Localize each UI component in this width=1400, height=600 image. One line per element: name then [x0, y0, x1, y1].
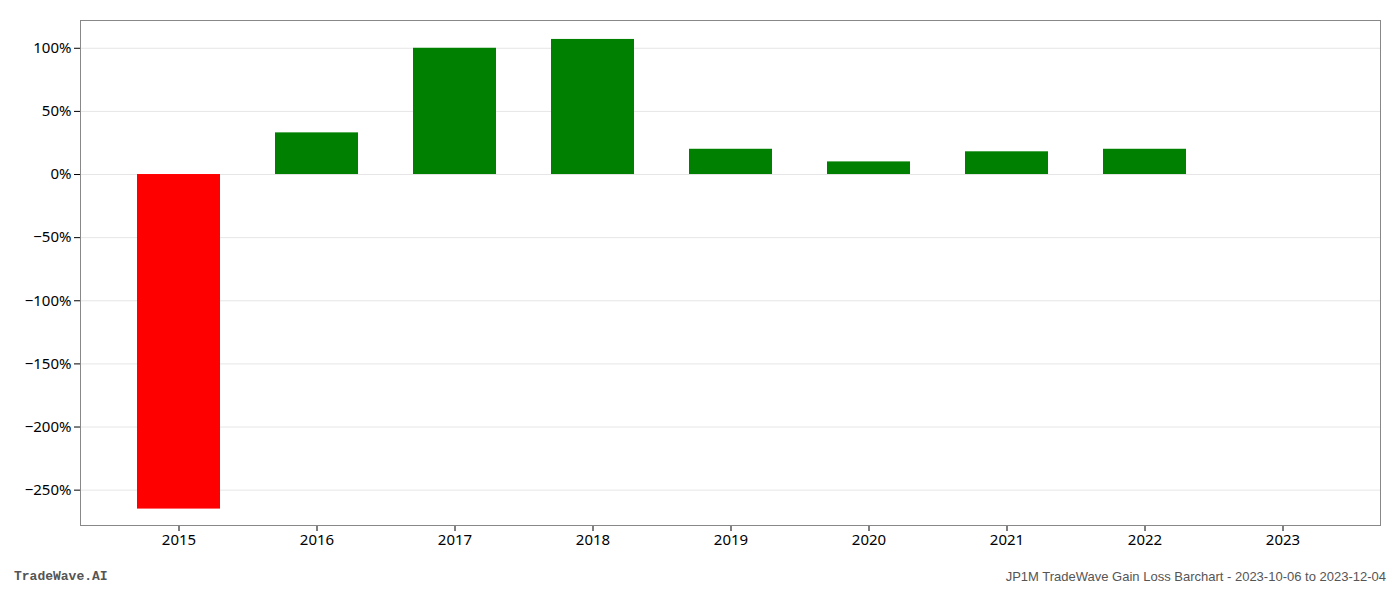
html-text:JP1M TradeWave Gain Loss Barch: JP1M TradeWave Gain Loss Barchart - 2023…	[1005, 569, 1386, 584]
svg-text:2020: 2020	[852, 529, 886, 549]
svg-text:2023: 2023	[1266, 529, 1300, 549]
svg-text:50%: 50%	[42, 100, 72, 120]
svg-text:2017: 2017	[438, 529, 472, 549]
svg-text:−250%: −250%	[25, 479, 72, 499]
svg-text:2021: 2021	[990, 529, 1024, 549]
svg-text:−200%: −200%	[25, 416, 72, 436]
html-text:TradeWave.AI: TradeWave.AI	[14, 569, 108, 584]
svg-text:2016: 2016	[300, 529, 334, 549]
svg-text:100%: 100%	[33, 37, 71, 57]
svg-text:2015: 2015	[162, 529, 196, 549]
svg-text:−50%: −50%	[33, 226, 71, 246]
svg-text:−100%: −100%	[25, 290, 72, 310]
svg-text:−150%: −150%	[25, 353, 72, 373]
svg-text:2019: 2019	[714, 529, 748, 549]
svg-text:0%: 0%	[50, 163, 71, 183]
svg-text:2018: 2018	[576, 529, 610, 549]
svg-text:2022: 2022	[1128, 529, 1162, 549]
